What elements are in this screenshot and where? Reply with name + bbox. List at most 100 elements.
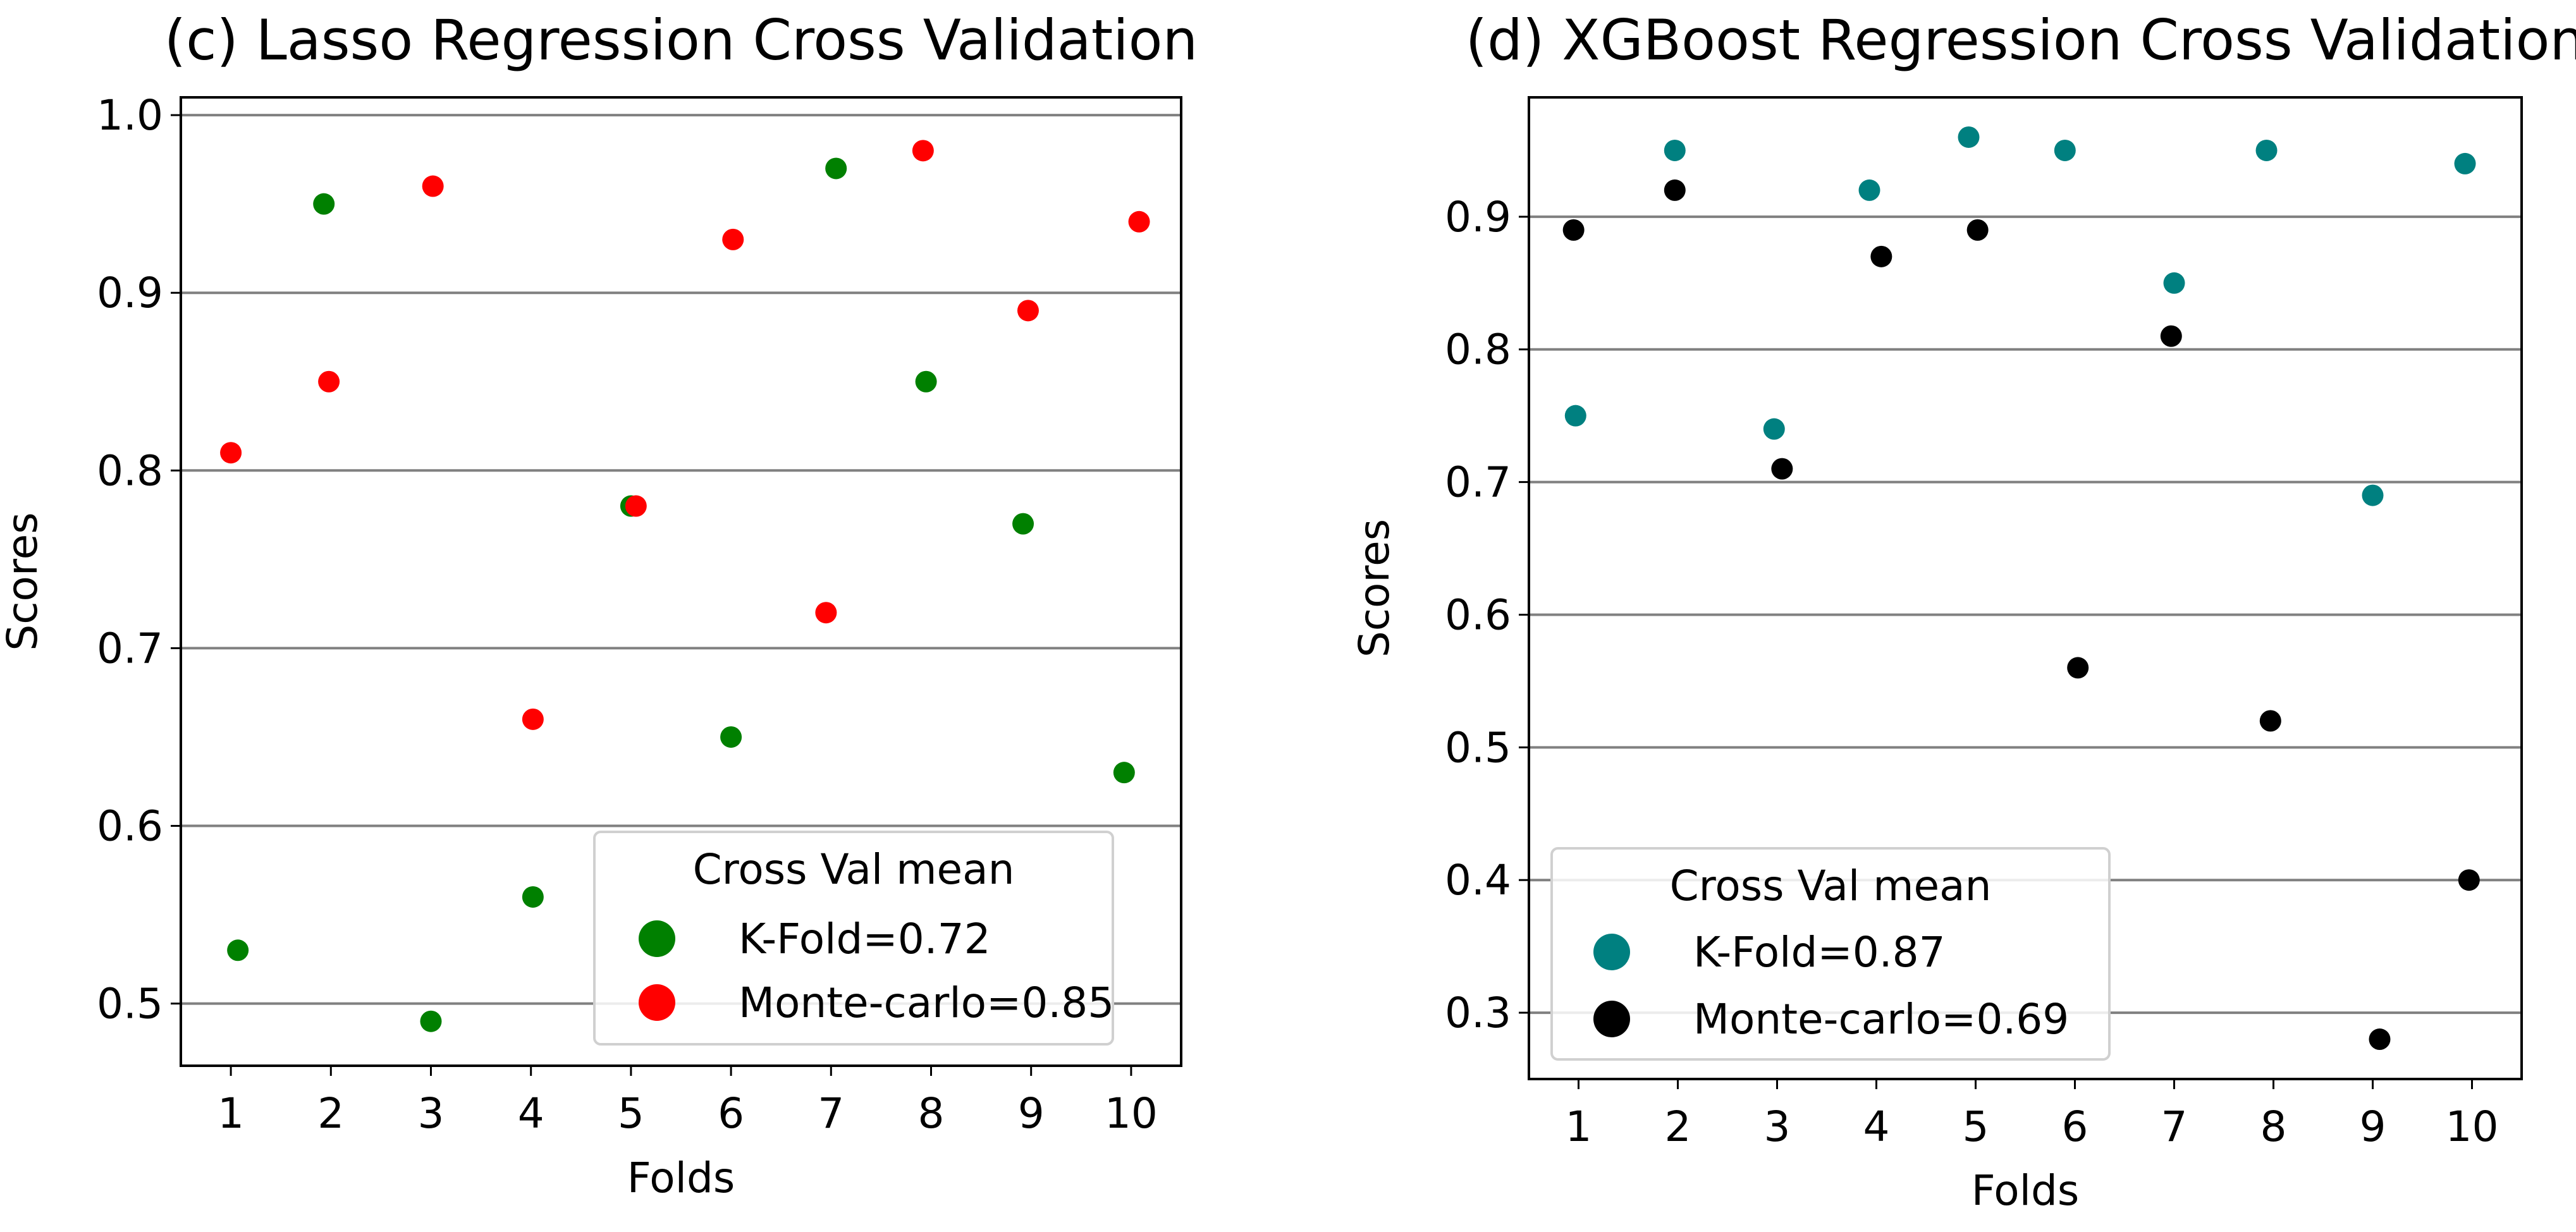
data-point <box>1763 418 1785 440</box>
legend-box <box>593 831 1114 1046</box>
legend-entry: K-Fold=0.87 <box>1693 928 1946 977</box>
legend: Cross Val mean K-Fold=0.87 Monte-carlo=0.6… <box>1550 847 2111 1061</box>
series-kfold <box>1564 126 2476 506</box>
x-tick-label: 4 <box>518 1089 544 1138</box>
x-tick-label: 3 <box>418 1089 445 1138</box>
legend-marker <box>1593 934 1630 970</box>
y-tick-label: 1.0 <box>97 91 163 140</box>
y-tick-label: 0.7 <box>97 624 163 673</box>
data-point <box>220 442 242 464</box>
data-point <box>2160 325 2182 347</box>
legend-title: Cross Val mean <box>693 845 1015 894</box>
series-monte-carlo <box>1562 179 2480 1051</box>
x-tick-label: 2 <box>1665 1102 1691 1151</box>
data-point <box>522 886 544 908</box>
x-axis-label: Folds <box>627 1154 735 1202</box>
data-point <box>1113 762 1135 784</box>
data-point <box>722 228 744 250</box>
data-point <box>2054 139 2076 161</box>
y-tick-label: 0.8 <box>1445 326 1511 374</box>
legend-entry: Monte-carlo=0.69 <box>1693 995 2069 1044</box>
x-tick-label: 1 <box>1566 1102 1592 1151</box>
legend-marker <box>639 920 675 957</box>
x-tick-label: 8 <box>918 1089 945 1138</box>
x-tick-label: 1 <box>218 1089 244 1138</box>
x-tick-label: 5 <box>618 1089 644 1138</box>
data-point <box>2362 484 2384 506</box>
y-tick-label: 0.3 <box>1445 989 1511 1037</box>
x-tick-label: 3 <box>1764 1102 1791 1151</box>
legend-entry: Monte-carlo=0.85 <box>739 979 1114 1027</box>
plot-frame <box>1528 96 2523 1080</box>
y-tick-label: 0.6 <box>97 802 163 851</box>
x-tick-label: 7 <box>818 1089 844 1138</box>
data-point <box>2369 1028 2391 1051</box>
x-tick-label: 5 <box>1963 1102 1989 1151</box>
data-point <box>720 726 742 748</box>
data-point <box>1012 513 1034 535</box>
data-point <box>2458 869 2480 891</box>
legend-marker <box>1593 1001 1630 1037</box>
x-tick-label: 8 <box>2260 1102 2287 1151</box>
data-point <box>1966 219 1989 241</box>
data-point <box>2454 152 2476 174</box>
data-point <box>1771 458 1793 480</box>
data-point <box>522 708 544 730</box>
chart-title: (d) XGBoost Regression Cross Validation <box>1466 8 2576 73</box>
x-tick-label: 2 <box>317 1089 344 1138</box>
legend-title: Cross Val mean <box>1670 862 1992 910</box>
x-tick-label: 9 <box>2360 1102 2386 1151</box>
data-point <box>313 193 335 215</box>
data-point <box>318 370 340 393</box>
y-tick-label: 0.6 <box>1445 590 1511 639</box>
y-tick-label: 0.8 <box>97 446 163 495</box>
chart-title: (c) Lasso Regression Cross Validation <box>164 8 1198 73</box>
x-tick-label: 10 <box>2446 1102 2499 1151</box>
data-point <box>420 1010 442 1032</box>
data-point <box>2255 139 2278 161</box>
x-tick-label: 6 <box>718 1089 744 1138</box>
y-tick-label: 0.7 <box>1445 458 1511 507</box>
data-point <box>1664 179 1686 201</box>
data-point <box>825 157 847 180</box>
data-point <box>1017 300 1039 322</box>
data-point <box>2163 272 2185 294</box>
x-tick-label: 10 <box>1105 1089 1158 1138</box>
y-tick-label: 0.5 <box>1445 723 1511 772</box>
y-axis-label: Scores <box>1350 519 1399 657</box>
y-tick-label: 0.5 <box>97 980 163 1028</box>
data-point <box>1870 245 1892 267</box>
data-point <box>1858 179 1880 201</box>
data-point <box>915 370 937 393</box>
legend: Cross Val mean K-Fold=0.72 Monte-carlo=0.8… <box>593 831 1114 1046</box>
legend-marker <box>639 984 675 1021</box>
chart-xgboost: 0.3 0.4 0.5 0.6 0.7 0.8 0.9 1 2 3 4 5 6 7 8 9 10 (d) XGBo… <box>1350 8 2576 1215</box>
data-point <box>1564 405 1586 427</box>
data-point <box>1958 126 1980 148</box>
legend-box <box>1550 847 2111 1061</box>
series-monte-carlo <box>220 140 1150 730</box>
data-point <box>422 175 444 197</box>
x-tick-label: 7 <box>2161 1102 2188 1151</box>
x-tick-label: 4 <box>1863 1102 1890 1151</box>
data-point <box>1562 219 1585 241</box>
data-point <box>912 140 934 162</box>
y-axis-label: Scores <box>0 512 47 650</box>
data-point <box>815 602 837 624</box>
x-tick-label: 6 <box>2062 1102 2088 1151</box>
data-point <box>2067 657 2089 679</box>
data-point <box>1128 210 1150 233</box>
plot-frame <box>180 96 1182 1067</box>
x-tick-label: 9 <box>1018 1089 1045 1138</box>
data-point <box>227 939 249 961</box>
legend-entry: K-Fold=0.72 <box>739 915 991 963</box>
y-tick-label: 0.9 <box>97 269 163 317</box>
data-point <box>1664 139 1686 161</box>
y-tick-label: 0.9 <box>1445 193 1511 241</box>
data-point <box>2259 710 2281 732</box>
y-tick-label: 0.4 <box>1445 856 1511 905</box>
chart-lasso: 0.5 0.6 0.7 0.8 0.9 1.0 1 2 3 4 5 6 7 8 9 10 (c) Lasso R… <box>0 8 1198 1202</box>
data-point <box>625 495 647 517</box>
x-axis-label: Folds <box>1972 1166 2080 1215</box>
